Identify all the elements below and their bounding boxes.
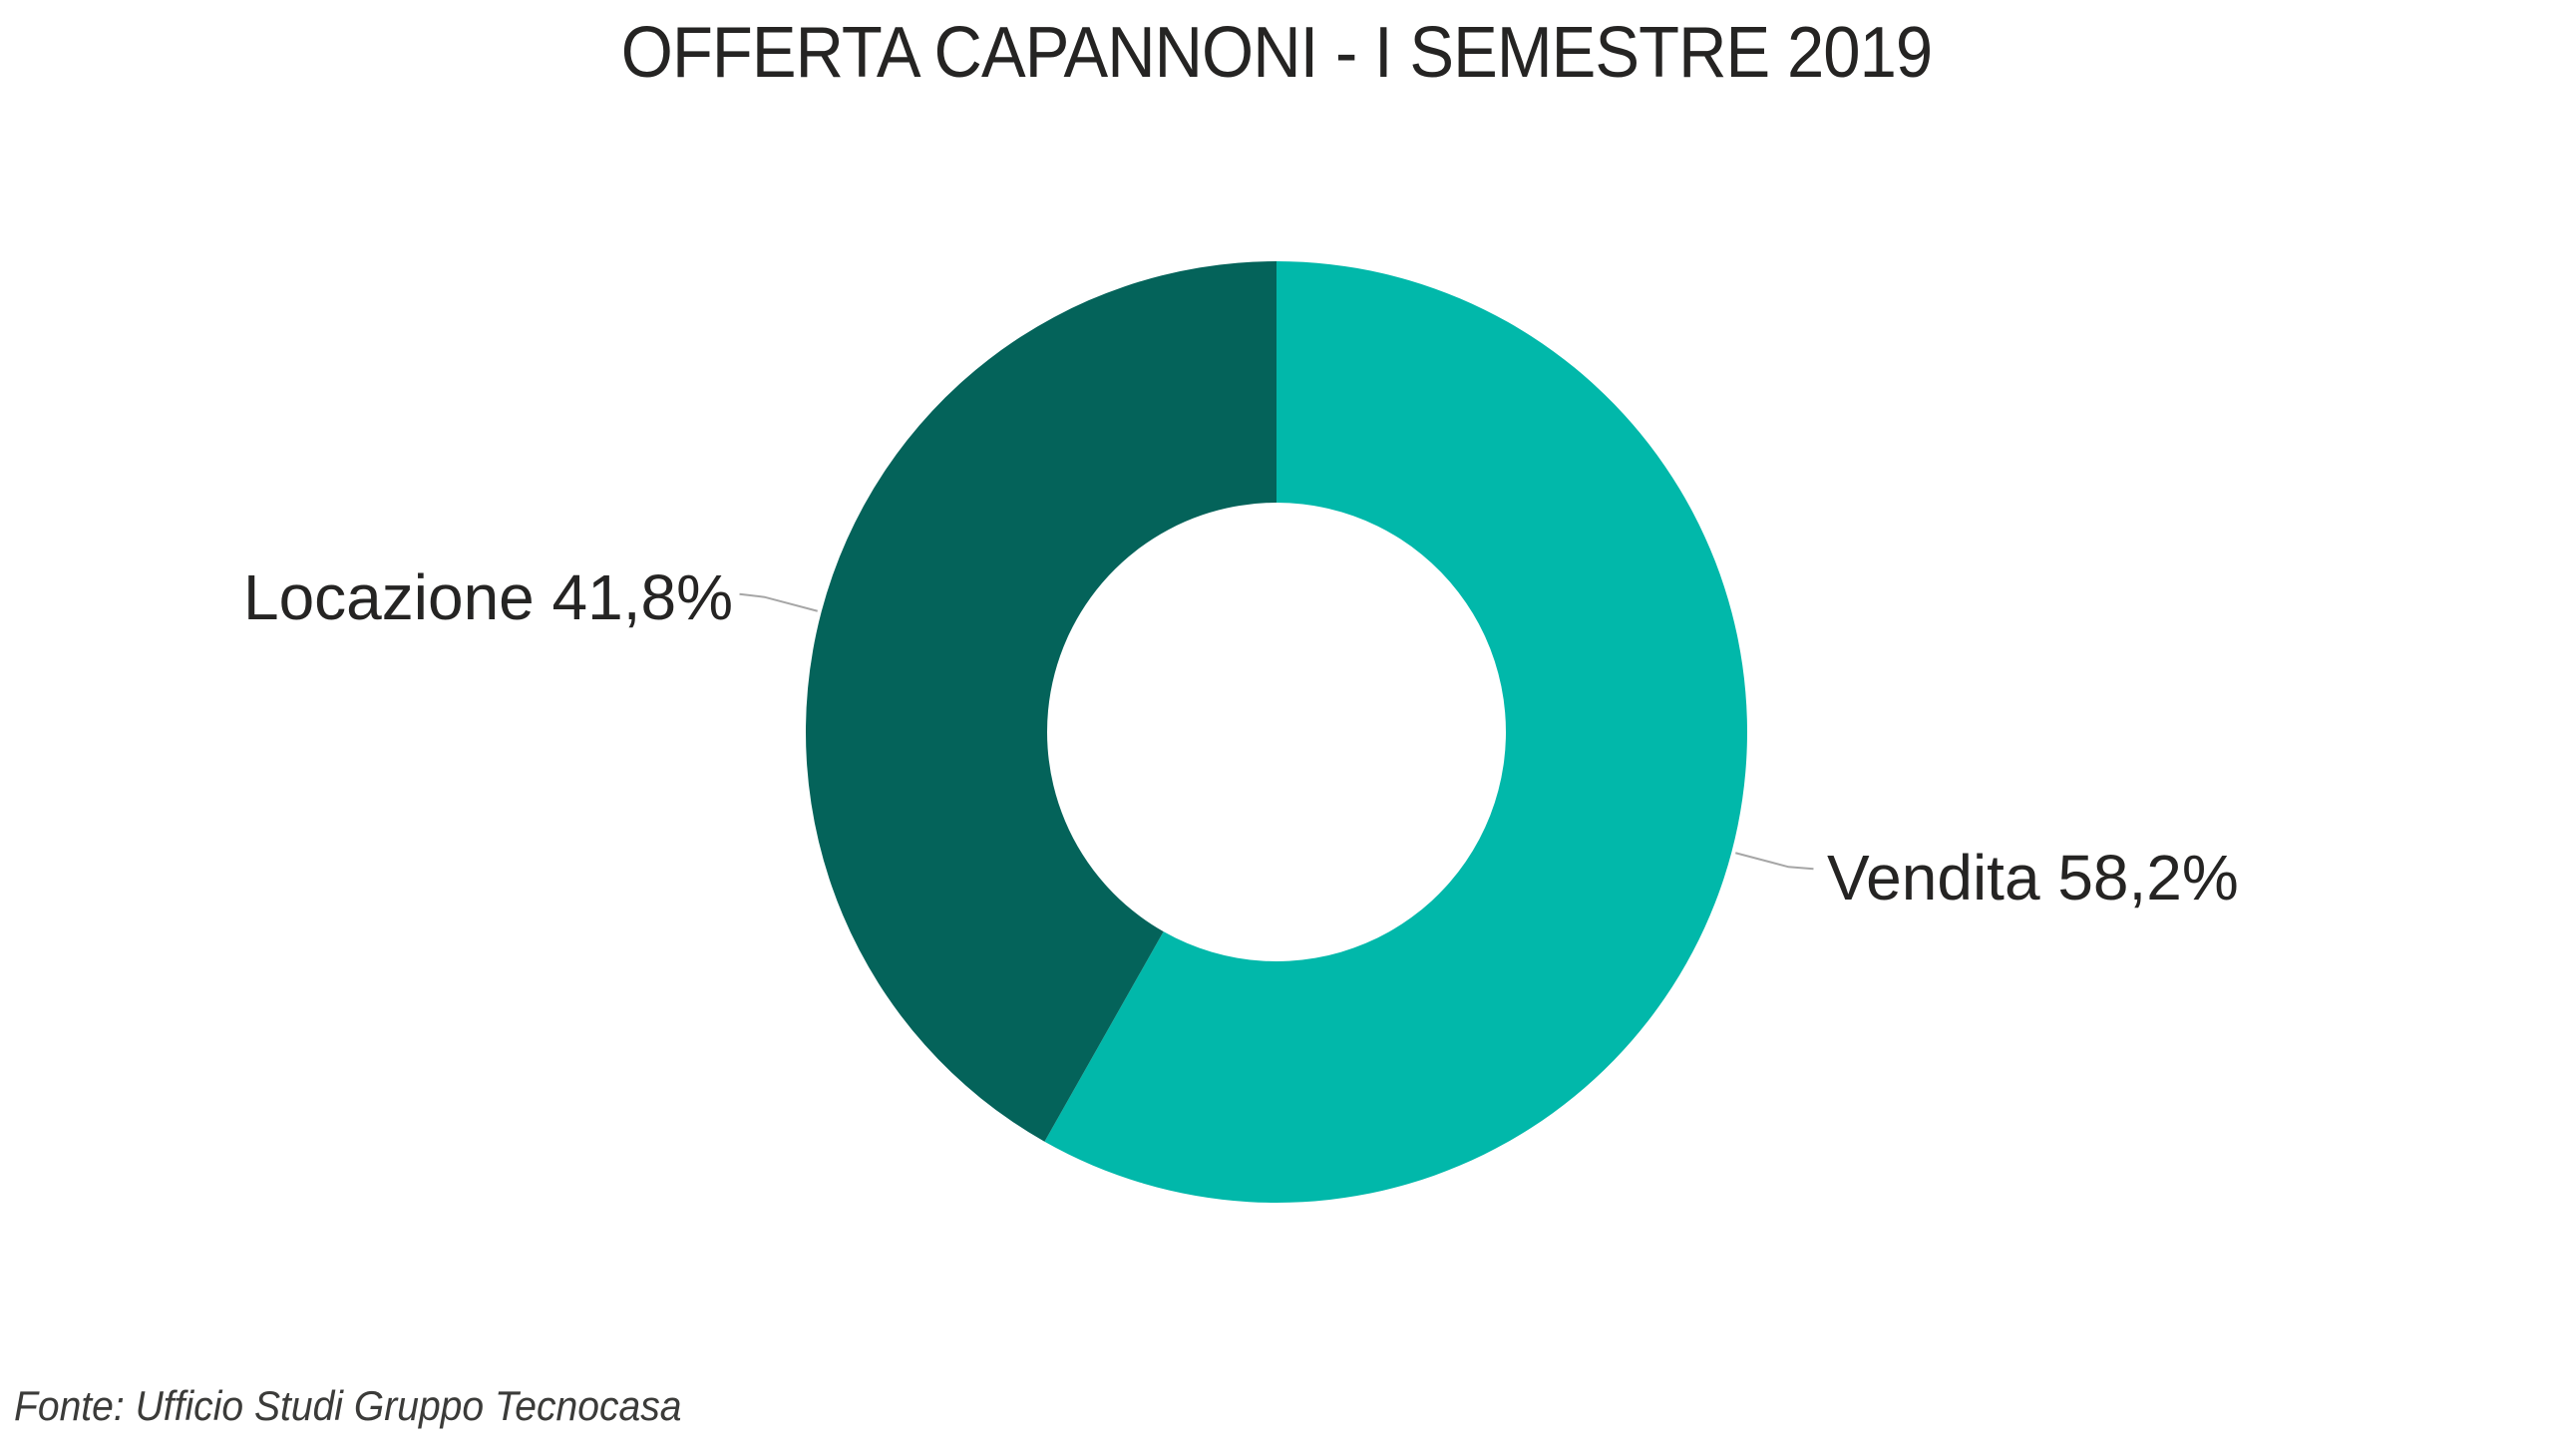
leader-line-vendita — [1735, 852, 1814, 871]
source-note: Fonte: Ufficio Studi Gruppo Tecnocasa — [14, 1382, 682, 1429]
donut-slice-locazione[interactable] — [805, 261, 1276, 1142]
chart-title: OFFERTA CAPANNONI - I SEMESTRE 2019 — [620, 13, 1933, 93]
data-label-vendita: Vendita 58,2% — [1827, 842, 2239, 913]
donut-slice-vendita[interactable] — [1044, 261, 1747, 1203]
data-label-locazione: Locazione 41,8% — [242, 561, 733, 633]
leader-line-locazione — [739, 592, 818, 612]
